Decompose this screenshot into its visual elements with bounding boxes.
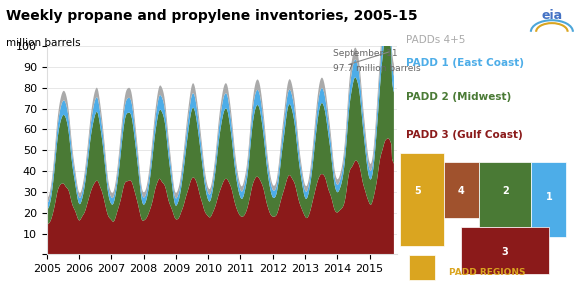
Text: million barrels: million barrels <box>6 38 81 48</box>
Text: PADD 1 (East Coast): PADD 1 (East Coast) <box>406 58 524 68</box>
Text: 2: 2 <box>502 186 509 196</box>
Text: PADDs 4+5: PADDs 4+5 <box>406 35 465 45</box>
Text: 4: 4 <box>458 186 465 196</box>
Polygon shape <box>531 162 566 237</box>
Text: PADD 3 (Gulf Coast): PADD 3 (Gulf Coast) <box>406 130 523 140</box>
Polygon shape <box>461 227 549 274</box>
Text: eia: eia <box>541 9 562 22</box>
Text: Weekly propane and propylene inventories, 2005-15: Weekly propane and propylene inventories… <box>6 9 418 23</box>
Polygon shape <box>444 162 479 218</box>
Text: PADD REGIONS: PADD REGIONS <box>450 268 526 277</box>
Polygon shape <box>400 153 444 246</box>
Text: September 11: September 11 <box>332 49 397 58</box>
Text: 97.7 million barrels: 97.7 million barrels <box>332 64 420 73</box>
Polygon shape <box>479 162 531 227</box>
Polygon shape <box>409 255 435 279</box>
Text: PADD 2 (Midwest): PADD 2 (Midwest) <box>406 92 511 103</box>
Text: 1: 1 <box>545 192 552 202</box>
Text: 5: 5 <box>414 186 421 196</box>
Text: 3: 3 <box>502 247 509 257</box>
